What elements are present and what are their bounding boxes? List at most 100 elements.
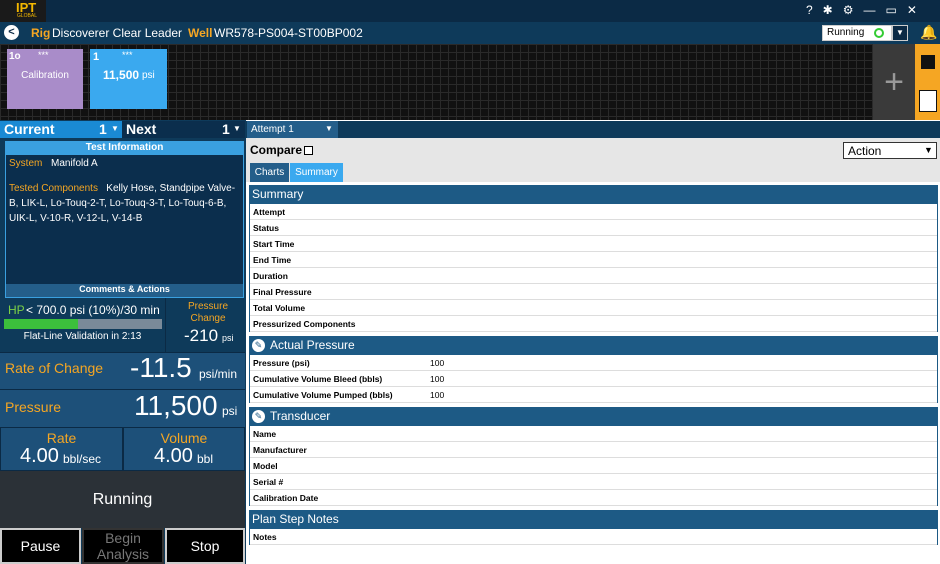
row <box>250 204 937 220</box>
row-label: Pressurized Components <box>253 319 356 329</box>
dropdown-arrow[interactable]: ▼ <box>924 145 933 155</box>
status-dropdown[interactable]: ▼ <box>892 25 908 41</box>
begin-analysis-button[interactable]: Begin Analysis <box>82 528 164 564</box>
comments-bar[interactable]: Comments & Actions <box>6 284 243 297</box>
hp-label: HP <box>8 303 25 317</box>
row <box>250 252 937 268</box>
logo-box <box>0 0 46 22</box>
components-label: Tested Components <box>9 183 98 194</box>
row-label: Cumulative Volume Pumped (bbls) <box>253 390 393 400</box>
row-value: 100 <box>430 390 445 400</box>
progress-bar <box>4 319 162 329</box>
row <box>250 284 937 300</box>
tile[interactable] <box>7 49 83 109</box>
next-label: Next <box>126 121 157 137</box>
action-select[interactable]: Action <box>843 142 937 159</box>
row <box>250 474 937 490</box>
row <box>250 220 937 236</box>
row-label: Serial # <box>253 477 284 487</box>
edit-icon[interactable]: ✎ <box>252 339 265 352</box>
row <box>250 442 937 458</box>
volume-label: Volume <box>160 430 208 446</box>
row-value: 100 <box>430 374 445 384</box>
pressure-label: Pressure <box>5 399 62 415</box>
tab[interactable]: Charts <box>250 163 289 182</box>
side-icon[interactable] <box>919 90 937 112</box>
top-bar <box>0 0 940 22</box>
system-label: System <box>9 158 43 169</box>
pc-unit: psi <box>222 333 234 343</box>
roc-unit: psi/min <box>199 367 238 381</box>
current-label: Current <box>4 121 55 137</box>
row-label: Name <box>253 429 277 439</box>
progress-fill <box>4 319 78 329</box>
row <box>250 355 937 371</box>
volume-value: 4.00 <box>154 445 193 467</box>
pause-button[interactable]: Pause <box>0 528 81 564</box>
row-label: Status <box>253 223 279 233</box>
attempt-bar <box>246 121 940 138</box>
row-label: Pressure (psi) <box>253 358 310 368</box>
stop-button[interactable]: Stop <box>165 528 245 564</box>
rig-name: Discoverer Clear Leader <box>52 26 183 40</box>
tile-value: 11,500 <box>103 68 140 82</box>
row <box>250 490 937 506</box>
dropdown-arrow[interactable]: ▼ <box>111 124 119 133</box>
compare-label: Compare <box>250 143 303 157</box>
row <box>250 268 937 284</box>
edit-icon[interactable]: ✎ <box>252 410 265 423</box>
well-name: WR578-PS004-ST00BP002 <box>214 26 363 40</box>
dropdown-arrow[interactable]: ▼ <box>325 124 333 133</box>
section-header <box>249 407 938 426</box>
system-value: Manifold A <box>51 158 98 169</box>
next-num[interactable]: 1 <box>222 121 230 137</box>
row <box>250 426 937 442</box>
components-value: Kelly Hose, Standpipe Valve-B, LIK-L, Lo… <box>9 183 236 224</box>
back-button[interactable]: < <box>4 25 19 40</box>
next-bar <box>122 121 245 138</box>
tile[interactable] <box>90 49 167 109</box>
row <box>250 371 937 387</box>
section-header <box>249 510 938 529</box>
tile-dots: *** <box>38 50 49 60</box>
side-icon[interactable] <box>921 55 935 69</box>
rate-unit: bbl/sec <box>63 452 102 466</box>
pressure-value: 11,500 <box>134 390 218 421</box>
row <box>250 458 937 474</box>
row-label: Duration <box>253 271 288 281</box>
attempt-select[interactable]: Attempt 1 <box>247 121 338 138</box>
row-label: Start Time <box>253 239 295 249</box>
row-label: Final Pressure <box>253 287 312 297</box>
bell-icon[interactable]: 🔔 <box>920 24 938 40</box>
row-label: Calibration Date <box>253 493 319 503</box>
row-label: Manufacturer <box>253 445 307 455</box>
logo: IPT <box>16 0 37 15</box>
tile-dots: *** <box>122 50 133 60</box>
well-label: Well <box>188 26 213 40</box>
rate-label: Rate <box>46 430 77 446</box>
dropdown-arrow[interactable]: ▼ <box>233 124 241 133</box>
hp-criteria: < 700.0 psi (10%)/30 min <box>26 303 160 317</box>
current-bar <box>0 121 122 138</box>
roc-row <box>0 352 245 389</box>
compare-checkbox[interactable] <box>304 146 313 155</box>
tab-active[interactable]: Summary <box>290 163 343 182</box>
row-label: Total Volume <box>253 303 306 313</box>
rate-box <box>0 427 123 471</box>
tile-label: Calibration <box>21 70 69 81</box>
row-label: End Time <box>253 255 292 265</box>
window-icons[interactable]: ?✱⚙—▭✕ <box>806 3 927 17</box>
add-tile[interactable]: + <box>873 44 915 120</box>
flatline-text: Flat-Line Validation in 2:13 <box>23 331 142 342</box>
logo-sub: GLOBAL <box>17 13 38 19</box>
row-label: Attempt <box>253 207 286 217</box>
volume-unit: bbl <box>197 452 214 466</box>
row <box>250 387 937 403</box>
pressure-row <box>0 389 245 427</box>
section-title: Plan Step Notes <box>252 512 339 526</box>
row <box>250 316 937 332</box>
tile-unit: psi <box>142 70 155 81</box>
current-num[interactable]: 1 <box>99 121 107 137</box>
